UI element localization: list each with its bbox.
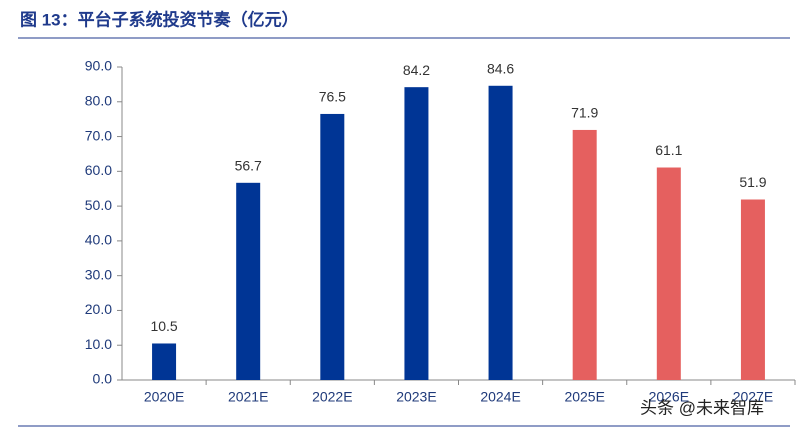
value-label: 71.9	[571, 105, 598, 121]
value-label: 76.5	[319, 89, 346, 105]
x-tick-label: 2022E	[312, 389, 352, 405]
y-tick-label: 40.0	[85, 232, 112, 248]
y-tick-label: 20.0	[85, 301, 112, 317]
bar	[572, 129, 597, 380]
y-tick-label: 10.0	[85, 336, 112, 352]
value-label: 61.1	[655, 142, 682, 158]
bar	[740, 199, 765, 380]
value-label: 56.7	[235, 158, 262, 174]
bar	[152, 343, 177, 380]
x-tick-label: 2021E	[228, 389, 268, 405]
x-tick-label: 2026E	[649, 389, 689, 405]
x-tick-label: 2020E	[144, 389, 184, 405]
y-tick-label: 90.0	[85, 58, 112, 74]
y-tick-label: 80.0	[85, 92, 112, 108]
y-tick-label: 60.0	[85, 162, 112, 178]
value-label: 84.6	[487, 60, 514, 76]
y-tick-label: 70.0	[85, 127, 112, 143]
x-tick-label: 2027E	[733, 389, 773, 405]
chart-title: 图 13：平台子系统投资节奏（亿元）	[20, 9, 299, 29]
y-tick-label: 30.0	[85, 266, 112, 282]
value-label: 84.2	[403, 62, 430, 78]
bar	[488, 85, 513, 380]
bar	[320, 113, 345, 380]
value-label: 10.5	[150, 318, 177, 334]
bar	[404, 87, 429, 380]
watermark: 头条 @未来智库	[640, 398, 764, 417]
y-tick-label: 50.0	[85, 197, 112, 213]
y-tick-label: 0.0	[93, 371, 113, 387]
x-tick-label: 2024E	[480, 389, 520, 405]
x-tick-label: 2023E	[396, 389, 436, 405]
bar	[236, 182, 261, 380]
value-label: 51.9	[739, 174, 766, 190]
bar	[656, 167, 681, 380]
x-tick-label: 2025E	[564, 389, 604, 405]
